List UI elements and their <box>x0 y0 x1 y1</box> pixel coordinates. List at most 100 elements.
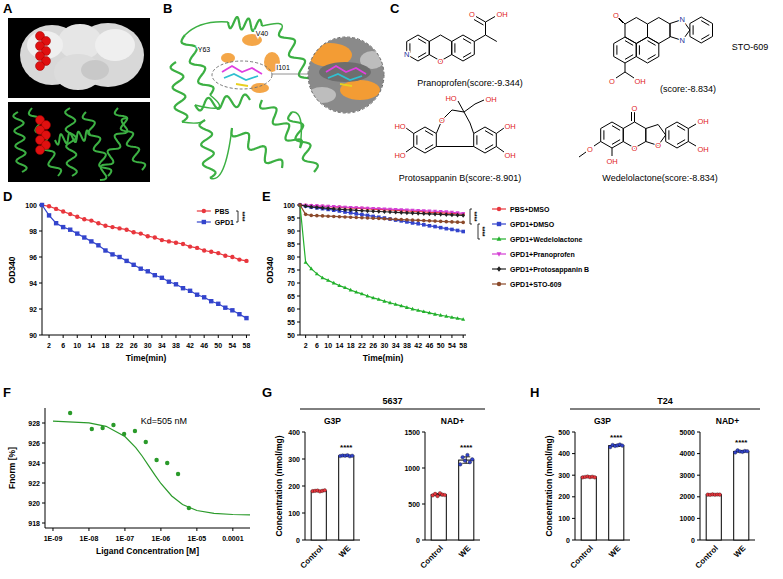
double-bond <box>476 135 477 144</box>
point <box>309 267 313 271</box>
point <box>323 489 327 493</box>
y-tick <box>422 432 425 433</box>
point <box>176 472 180 476</box>
chart-title: NAD+ <box>716 416 739 426</box>
ligand-sphere <box>36 146 45 155</box>
point <box>160 276 164 280</box>
x-tick-label: 34 <box>392 342 400 349</box>
compound-score: (score:-9.344) <box>467 78 523 88</box>
atom-label: O <box>469 10 475 19</box>
point <box>411 218 415 222</box>
y-tick <box>297 231 300 232</box>
x-tick-label: 26 <box>369 342 377 349</box>
point <box>439 313 443 317</box>
y-tick <box>422 468 425 469</box>
helix <box>115 108 146 170</box>
significance-bracket <box>236 211 238 222</box>
y-tick <box>297 335 300 336</box>
point <box>405 218 409 222</box>
point <box>89 218 93 222</box>
x-tick <box>316 335 317 338</box>
atom-label: O <box>655 141 661 150</box>
point <box>216 302 220 306</box>
x-tick <box>246 335 247 338</box>
x-tick <box>119 335 120 338</box>
x-tick <box>232 335 233 338</box>
point <box>422 223 426 227</box>
y-tick-label: 200 <box>558 493 570 500</box>
x-tick-label: 1E-05 <box>188 535 207 542</box>
ligand-sticks <box>328 74 362 80</box>
point <box>428 219 432 223</box>
y-tick <box>42 503 45 504</box>
atom-label: O <box>439 116 445 125</box>
y-axis <box>425 432 426 540</box>
point <box>745 449 749 453</box>
point <box>360 292 364 296</box>
bond <box>475 100 484 104</box>
point <box>82 235 86 239</box>
y-tick-label: 0 <box>296 537 300 544</box>
compound-caption: Protosappanin B(score:-8.901) <box>399 173 522 183</box>
point <box>366 294 370 298</box>
legend-marker <box>497 252 502 256</box>
point <box>422 219 426 223</box>
helix <box>195 95 250 111</box>
ligand-sticks <box>222 66 262 74</box>
significance: **** <box>735 438 748 447</box>
inset-patch <box>308 87 336 103</box>
x-axis <box>45 528 250 529</box>
ring <box>474 127 497 153</box>
point <box>47 213 51 217</box>
point <box>40 203 44 207</box>
compound-caption: Wedelolactone(score:-8.834) <box>602 173 717 183</box>
double-bond <box>416 135 417 144</box>
double-bond <box>648 55 656 60</box>
point <box>445 220 449 224</box>
point <box>377 297 381 301</box>
point <box>315 272 319 276</box>
panel-letter: F <box>3 385 11 400</box>
y-tick <box>42 443 45 444</box>
helix <box>228 17 262 31</box>
y-tick-label: 1500 <box>404 429 420 436</box>
legend-label: GPD1+STO-609 <box>510 281 562 288</box>
bond <box>688 124 696 129</box>
point <box>439 220 443 224</box>
point <box>223 306 227 310</box>
surface <box>81 60 109 80</box>
pocket-residue <box>251 83 269 93</box>
bond <box>486 35 497 42</box>
helix <box>181 35 213 95</box>
ring <box>636 37 659 63</box>
x-tick-label: 38 <box>172 342 180 349</box>
point <box>354 216 358 220</box>
x-tick <box>361 335 362 338</box>
double-bond <box>668 130 669 139</box>
y-tick-label: 94 <box>29 280 37 287</box>
compound-score: (score:-8.834) <box>660 84 716 94</box>
legend: PBSGPD1 <box>197 208 234 226</box>
loop <box>185 22 228 35</box>
double-bond <box>677 126 685 131</box>
point <box>450 213 454 218</box>
point <box>230 308 234 312</box>
point <box>144 440 148 444</box>
point <box>153 273 157 277</box>
x-tick <box>133 335 134 338</box>
point <box>371 296 375 300</box>
point <box>40 203 44 207</box>
x-tick <box>161 335 162 338</box>
point <box>416 222 420 226</box>
point <box>433 225 437 229</box>
point <box>230 255 234 259</box>
point <box>89 239 93 243</box>
double-bond <box>418 39 426 44</box>
y-tick-label: 928 <box>28 420 40 427</box>
x-tick-label: 10 <box>73 342 81 349</box>
panel-letter: D <box>3 189 12 204</box>
point <box>304 204 308 208</box>
bar <box>609 446 624 540</box>
bond <box>625 72 634 78</box>
legend-marker <box>497 266 501 272</box>
